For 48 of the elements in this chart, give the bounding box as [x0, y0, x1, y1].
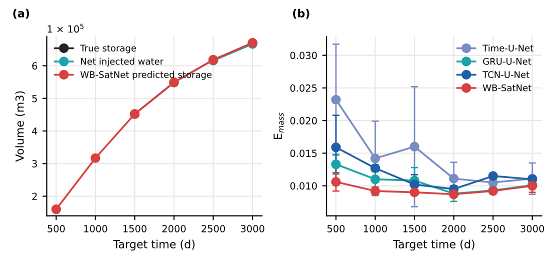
x-tick-label: 500: [327, 225, 345, 232]
legend-label: WB-SatNet: [482, 84, 532, 92]
point: [90, 153, 100, 163]
y-tick-label: 2: [32, 192, 37, 200]
point: [51, 204, 62, 214]
text: 1 × 10$^{5}$: [48, 24, 84, 33]
y-axis-title: E$_{mass}$: [274, 112, 284, 139]
x-axis-title: Target time (d): [113, 240, 195, 251]
x-tick-label: 2500: [481, 225, 505, 232]
point: [331, 94, 341, 105]
point: [488, 171, 498, 181]
legend-label: True storage: [80, 44, 136, 54]
y-tick-label: 0.025: [290, 84, 317, 92]
x-tick-label: 1500: [123, 225, 146, 232]
legend-label: TCN-U-Net: [482, 71, 530, 78]
legend-label: Time-U-Net: [482, 44, 534, 52]
chart-title: (a): [13, 8, 30, 19]
point: [370, 154, 380, 164]
legend-label: Net injected water: [81, 58, 164, 67]
x-tick-label: 1000: [364, 225, 387, 232]
x-tick-label: 1500: [403, 225, 426, 232]
x-tick-label: 500: [48, 225, 65, 232]
x-axis-title: Target time (d): [392, 240, 474, 251]
point: [331, 159, 341, 170]
x-tick-label: 2000: [162, 225, 186, 232]
y-tick-label: 0.020: [290, 117, 317, 124]
y-tick-label: 3: [32, 160, 37, 168]
y-tick-label: 0.010: [290, 182, 317, 190]
y-tick-label: 0.015: [290, 150, 317, 158]
y-tick-label: 0.030: [290, 52, 317, 60]
y-tick-label: 4: [32, 128, 38, 135]
chart-title: (b): [293, 8, 310, 19]
point: [410, 180, 420, 190]
y-axis-title: Volume (m3): [15, 91, 26, 162]
x-tick-label: 1000: [84, 225, 108, 232]
x-tick-label: 3000: [240, 225, 264, 232]
point: [331, 177, 341, 187]
legend-label: GRU-U-Net: [483, 58, 532, 65]
point: [370, 174, 380, 184]
x-tick-label: 3000: [520, 225, 544, 232]
y-tick-label: 5: [32, 94, 37, 102]
point: [331, 142, 341, 152]
x-tick-label: 2500: [202, 225, 225, 232]
x-tick-label: 2000: [442, 225, 466, 232]
point: [410, 187, 420, 198]
point: [448, 174, 459, 184]
y-tick-label: 6: [32, 62, 38, 70]
point: [410, 142, 420, 152]
